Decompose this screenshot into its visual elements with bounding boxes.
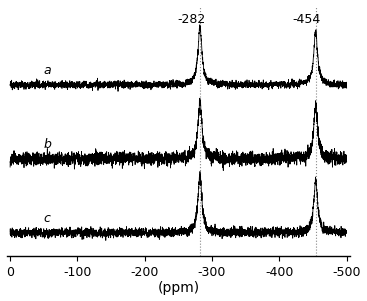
Text: b: b bbox=[43, 138, 51, 151]
X-axis label: (ppm): (ppm) bbox=[157, 281, 199, 296]
Text: -282: -282 bbox=[177, 13, 205, 26]
Text: -454: -454 bbox=[293, 13, 321, 26]
Text: a: a bbox=[43, 64, 51, 77]
Text: c: c bbox=[44, 212, 51, 225]
